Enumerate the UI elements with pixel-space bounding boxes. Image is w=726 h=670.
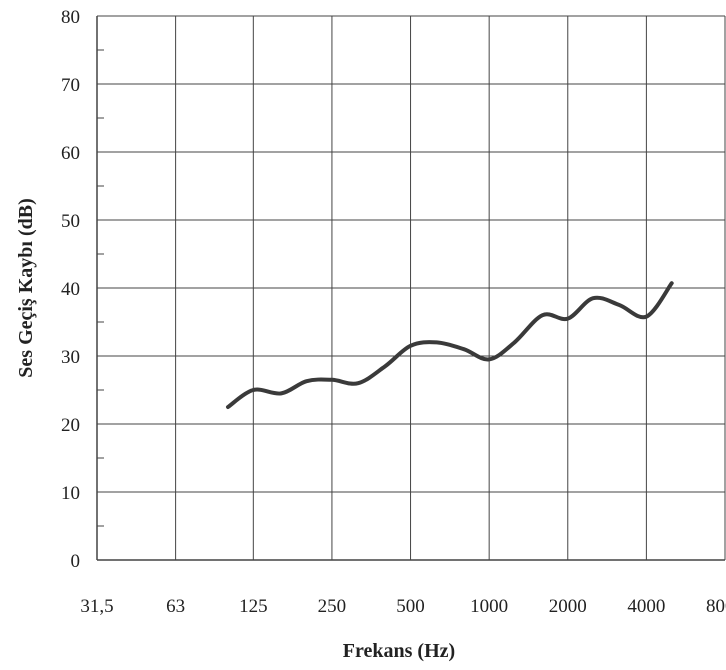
x-tick-label: 2000 bbox=[549, 596, 587, 617]
x-tick-label: 125 bbox=[239, 596, 268, 617]
y-tick-labels: 0 10 20 30 40 50 60 70 80 bbox=[61, 7, 80, 572]
y-axis-title: Ses Geçiş Kaybı (dB) bbox=[15, 198, 37, 377]
y-tick-label: 50 bbox=[61, 211, 80, 232]
x-tick-label: 8000 bbox=[706, 596, 726, 617]
y-tick-label: 60 bbox=[61, 143, 80, 164]
y-tick-label: 70 bbox=[61, 75, 80, 96]
series-line bbox=[226, 281, 674, 409]
y-tick-label: 80 bbox=[61, 7, 80, 28]
x-tick-label: 63 bbox=[166, 596, 185, 617]
x-tick-label: 250 bbox=[318, 596, 347, 617]
y-tick-label: 10 bbox=[61, 483, 80, 504]
gridlines bbox=[96, 15, 726, 561]
y-tick-label: 40 bbox=[61, 279, 80, 300]
y-tick-label: 30 bbox=[61, 347, 80, 368]
x-tick-label: 500 bbox=[396, 596, 425, 617]
plot-frame bbox=[96, 16, 725, 561]
y-tick-label: 0 bbox=[71, 551, 81, 572]
x-tick-labels: 31,5 63 125 250 500 1000 2000 4000 8000 bbox=[80, 596, 726, 617]
x-tick-label: 1000 bbox=[470, 596, 508, 617]
x-tick-label: 4000 bbox=[627, 596, 665, 617]
x-axis-title: Frekans (Hz) bbox=[343, 640, 455, 662]
x-tick-label: 31,5 bbox=[80, 596, 113, 617]
y-tick-label: 20 bbox=[61, 415, 80, 436]
series-layer bbox=[226, 281, 674, 409]
